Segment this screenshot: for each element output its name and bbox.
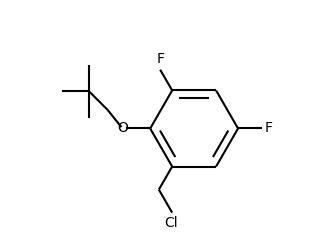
Text: O: O	[117, 121, 128, 135]
Text: Cl: Cl	[164, 216, 178, 230]
Text: F: F	[156, 53, 164, 67]
Text: F: F	[265, 121, 273, 135]
